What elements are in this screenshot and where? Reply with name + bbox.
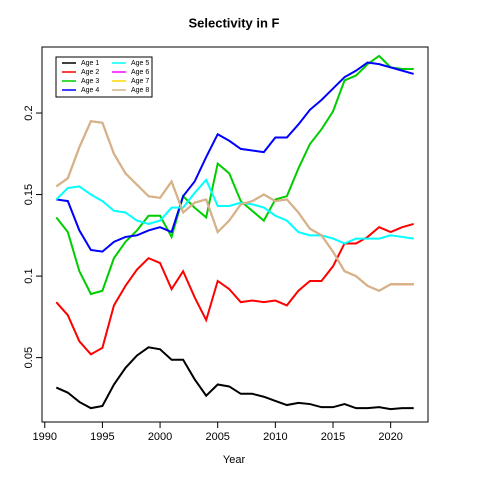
y-tick-label: 0.2 [23, 105, 35, 120]
plot-box [41, 46, 429, 423]
x-axis-label: Year [223, 454, 246, 466]
x-tick-label: 2015 [321, 431, 345, 443]
x-tick-label: 2010 [263, 431, 287, 443]
legend: Age 1 Age 2 Age 3 Age 4 Age 5 Age 6 Age 7 Age 8 [55, 56, 153, 98]
y-tick-label: 0.15 [23, 184, 35, 205]
y-tick-label: 0.05 [23, 347, 35, 368]
x-tick-label: 2005 [205, 431, 229, 443]
legend-label: Age 8 [131, 87, 149, 94]
x-tick-label: 1990 [33, 431, 57, 443]
legend-label: Age 4 [81, 87, 99, 94]
legend-label: Age 1 [81, 60, 99, 67]
legend-label: Age 2 [81, 69, 99, 76]
series-line [55, 54, 414, 296]
x-tick-label: 1995 [90, 431, 114, 443]
series-line [55, 120, 414, 292]
series-line [55, 222, 414, 356]
series-line [55, 120, 414, 292]
legend-label: Age 3 [81, 78, 99, 85]
chart-title: Selectivity in F [188, 15, 279, 30]
series-line [55, 178, 414, 245]
legend-label: Age 7 [131, 78, 149, 85]
legend-label: Age 5 [131, 60, 149, 67]
legend-label: Age 6 [131, 69, 149, 76]
series-line [56, 61, 414, 253]
series-line [55, 346, 414, 411]
x-tick-label: 2000 [148, 431, 172, 443]
y-tick-label: 0.1 [23, 268, 35, 283]
series-line [55, 120, 414, 292]
x-tick-label: 2020 [378, 431, 402, 443]
